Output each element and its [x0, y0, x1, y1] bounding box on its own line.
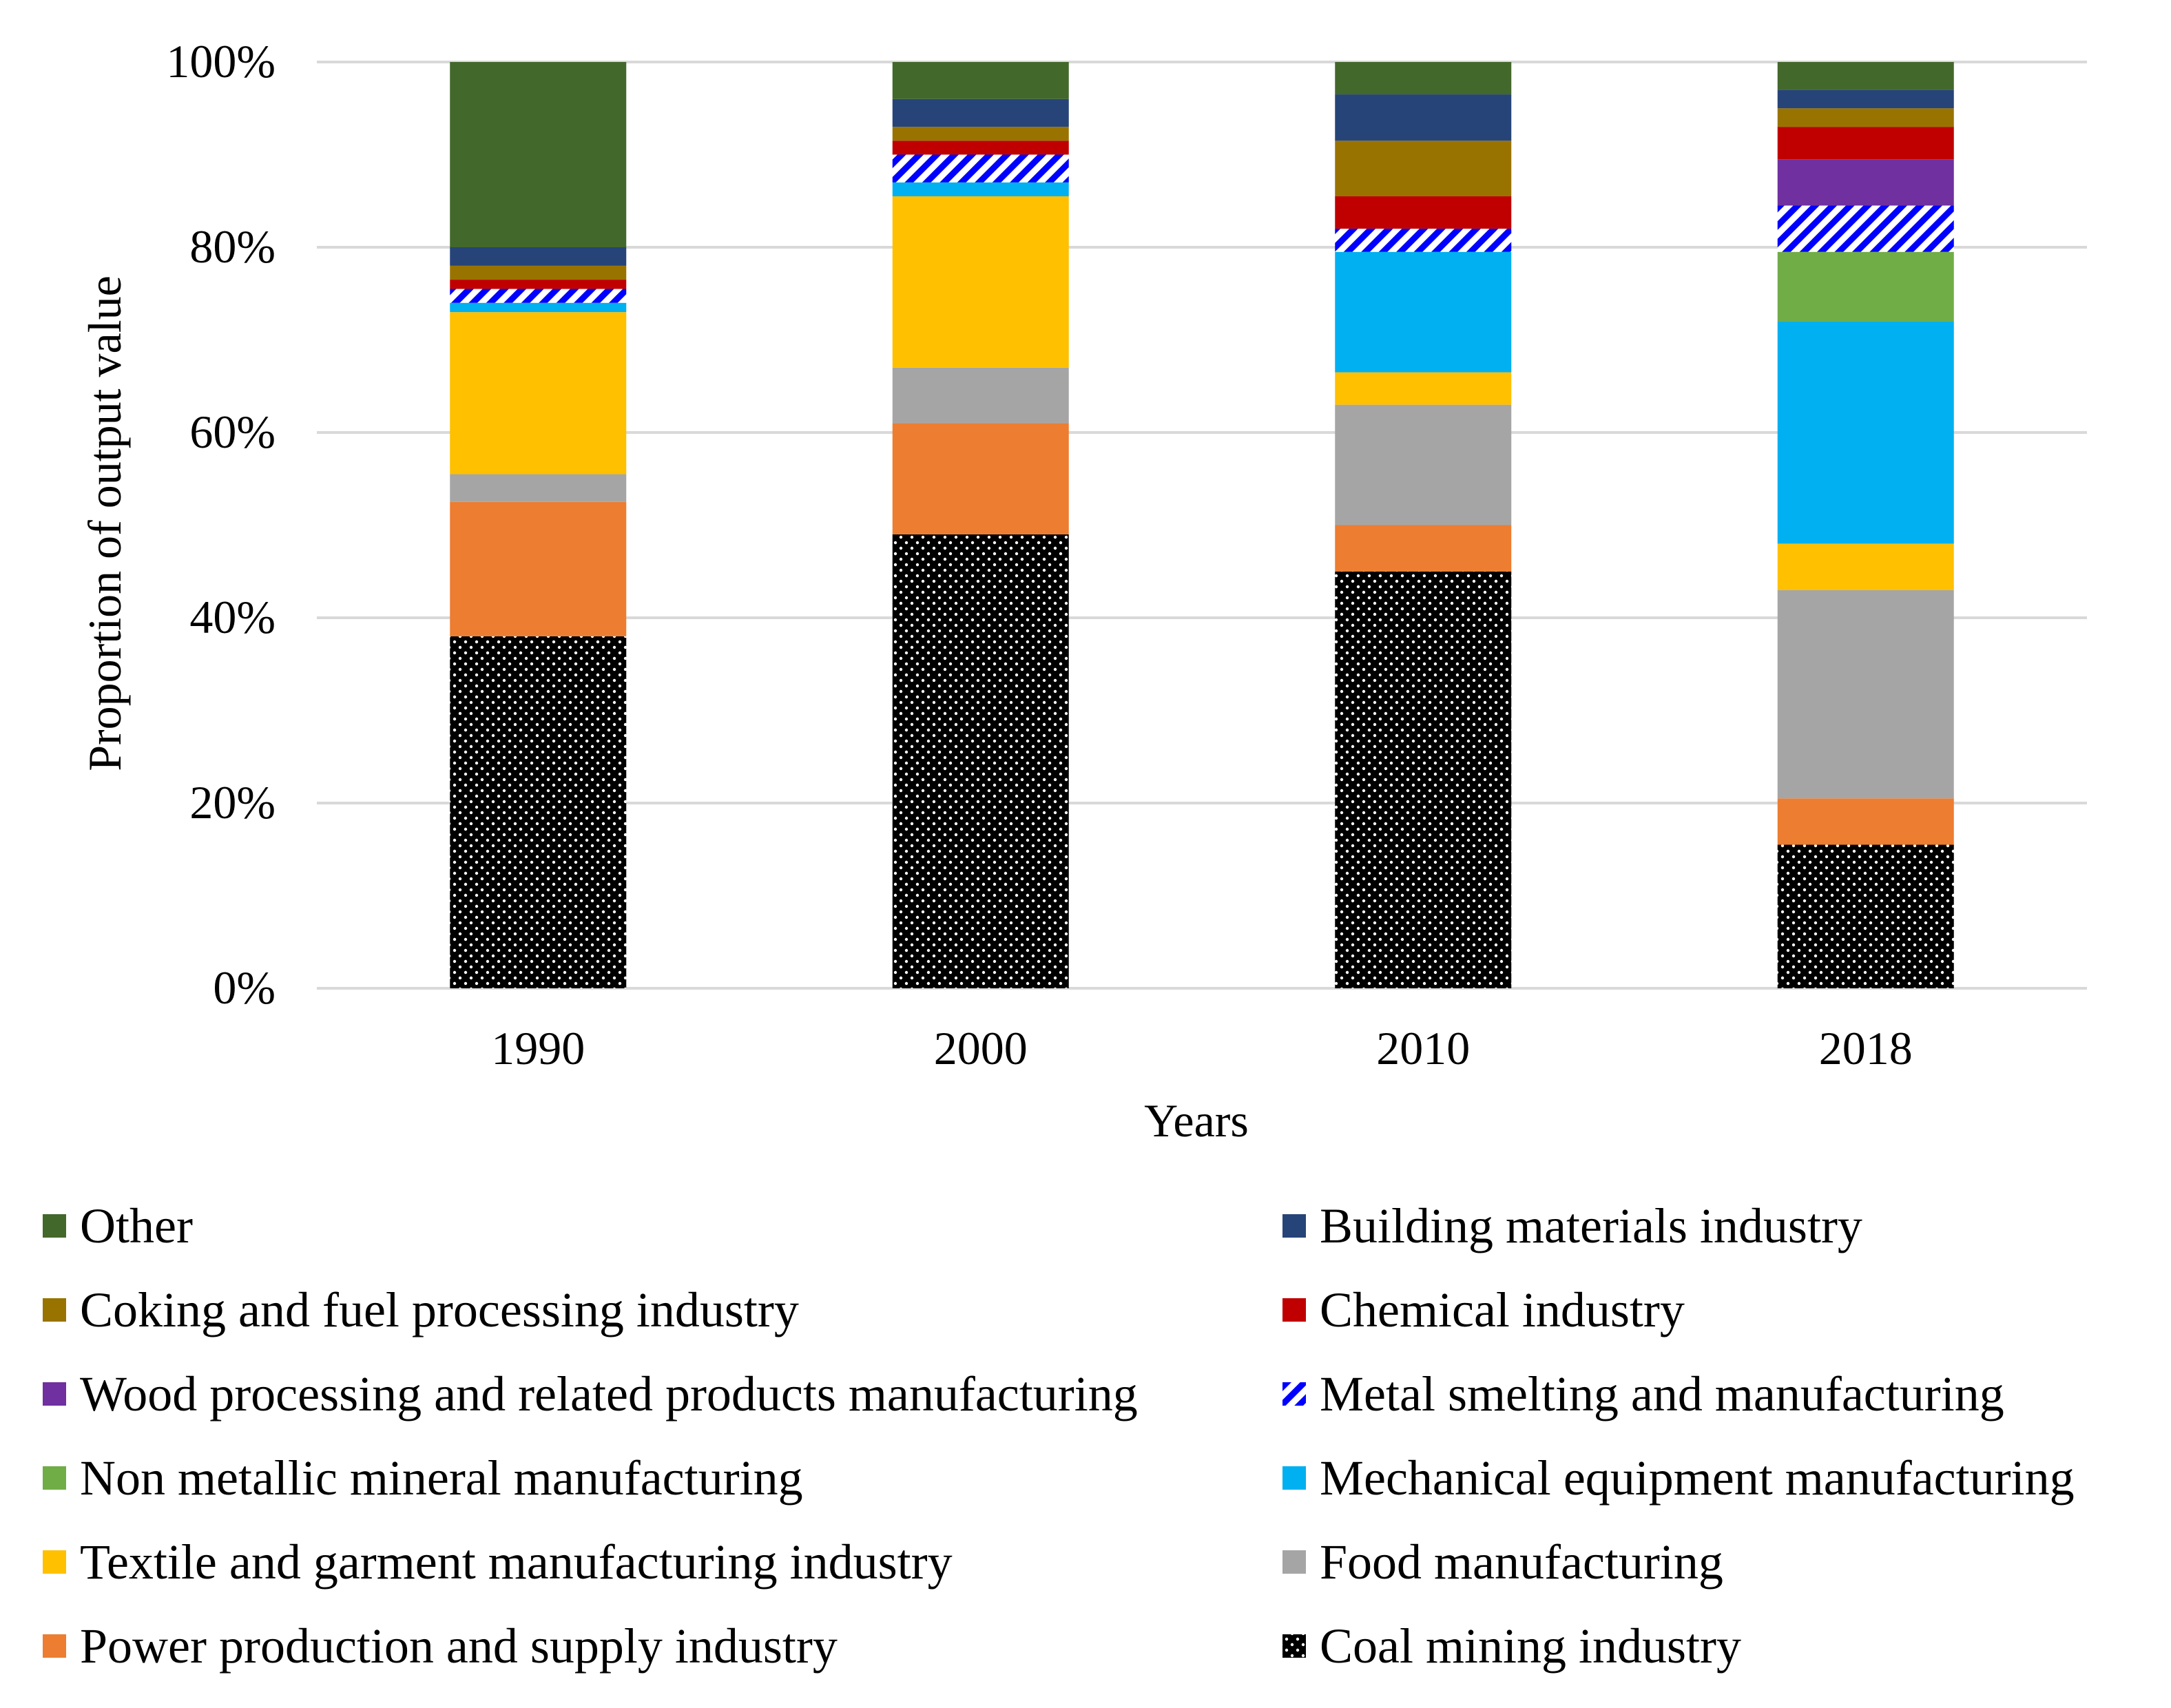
bar-building-2000 — [892, 98, 1069, 127]
bar-metal-2000 — [892, 154, 1069, 183]
bar-nonmetal-2018 — [1777, 251, 1954, 322]
legend-item-power: Power production and supply industry — [43, 1618, 838, 1674]
y-axis-ticks: 0% 20% 40% 60% 80% 100% — [166, 35, 276, 1014]
bar-metal-1990 — [450, 289, 627, 303]
legend-item-wood: Wood processing and related products man… — [43, 1366, 1138, 1421]
legend-swatch — [1282, 1382, 1306, 1406]
bar-mech-2000 — [892, 182, 1069, 197]
y-tick-label: 0% — [213, 961, 276, 1014]
legend-item-textile: Textile and garment manufacturing indust… — [43, 1534, 953, 1590]
bar-power-1990 — [450, 501, 627, 636]
legend-label: Power production and supply industry — [80, 1618, 838, 1674]
legend: Other Building materials industry Coking a… — [43, 1198, 2075, 1674]
legend-item-coal: Coal mining industry — [1282, 1618, 1741, 1674]
bar-chem-1990 — [450, 280, 627, 289]
legend-label: Coking and fuel processing industry — [80, 1282, 799, 1337]
bar-stack-2000 — [892, 62, 1069, 988]
x-axis-title: Years — [1144, 1094, 1249, 1147]
bar-stack-2010 — [1335, 62, 1512, 988]
legend-label: Wood processing and related products man… — [80, 1366, 1138, 1421]
bar-wood-2018 — [1777, 159, 1954, 206]
legend-item-other: Other — [43, 1198, 193, 1253]
legend-swatch — [43, 1214, 66, 1238]
legend-swatch — [43, 1298, 66, 1322]
legend-swatch — [43, 1550, 66, 1574]
bar-stacks — [450, 62, 1954, 988]
legend-label: Building materials industry — [1320, 1198, 1862, 1253]
bar-stack-2018 — [1777, 62, 1954, 988]
bar-chem-2010 — [1335, 196, 1512, 229]
legend-swatch — [1282, 1466, 1306, 1490]
legend-label: Metal smelting and manufacturing — [1320, 1366, 2004, 1421]
bar-food-2000 — [892, 367, 1069, 424]
bar-coking-1990 — [450, 265, 627, 280]
legend-swatch — [43, 1382, 66, 1406]
bar-metal-2010 — [1335, 229, 1512, 252]
legend-swatch — [1282, 1550, 1306, 1574]
bar-other-2018 — [1777, 62, 1954, 90]
bar-coal-1990 — [450, 636, 627, 988]
bar-metal-2018 — [1777, 205, 1954, 252]
bar-other-2010 — [1335, 62, 1512, 95]
legend-swatch — [1282, 1298, 1306, 1322]
bar-power-2018 — [1777, 798, 1954, 845]
bar-coking-2018 — [1777, 108, 1954, 127]
bar-mech-1990 — [450, 302, 627, 313]
bar-mech-2018 — [1777, 321, 1954, 544]
legend-item-nonmetal: Non metallic mineral manufacturing — [43, 1450, 803, 1506]
y-tick-label: 60% — [189, 406, 276, 458]
bar-other-2000 — [892, 62, 1069, 99]
bar-textile-2018 — [1777, 543, 1954, 590]
y-tick-label: 100% — [166, 35, 276, 87]
legend-item-chem: Chemical industry — [1282, 1282, 1685, 1337]
y-axis-title: Proportion of output value — [79, 275, 131, 771]
legend-label: Food manufacturing — [1320, 1534, 1723, 1590]
legend-item-metal: Metal smelting and manufacturing — [1282, 1366, 2004, 1421]
bar-food-2018 — [1777, 590, 1954, 799]
bar-chem-2000 — [892, 140, 1069, 155]
bar-coal-2010 — [1335, 571, 1512, 988]
x-tick-label: 1990 — [491, 1022, 585, 1074]
bar-coking-2010 — [1335, 140, 1512, 197]
legend-label: Other — [80, 1198, 193, 1253]
bar-building-2010 — [1335, 94, 1512, 141]
legend-item-coking: Coking and fuel processing industry — [43, 1282, 799, 1337]
y-tick-label: 20% — [189, 776, 276, 829]
x-tick-label: 2000 — [934, 1022, 1028, 1074]
bar-coal-2018 — [1777, 844, 1954, 988]
x-tick-label: 2010 — [1376, 1022, 1470, 1074]
y-tick-label: 40% — [189, 591, 276, 643]
bar-chem-2018 — [1777, 127, 1954, 160]
bar-mech-2010 — [1335, 251, 1512, 373]
legend-item-building: Building materials industry — [1282, 1198, 1862, 1253]
y-tick-label: 80% — [189, 220, 276, 273]
legend-label: Mechanical equipment manufacturing — [1320, 1450, 2075, 1506]
x-axis-ticks: 1990 2000 2010 2018 — [491, 1022, 1913, 1074]
bar-building-1990 — [450, 247, 627, 266]
legend-swatch — [1282, 1634, 1306, 1658]
bar-coal-2000 — [892, 534, 1069, 988]
legend-label: Chemical industry — [1320, 1282, 1685, 1337]
legend-label: Coal mining industry — [1320, 1618, 1741, 1674]
legend-label: Textile and garment manufacturing indust… — [80, 1534, 953, 1590]
bar-textile-2000 — [892, 196, 1069, 368]
bar-food-2010 — [1335, 404, 1512, 525]
legend-label: Non metallic mineral manufacturing — [80, 1450, 803, 1506]
bar-building-2018 — [1777, 90, 1954, 109]
bar-power-2000 — [892, 423, 1069, 534]
bar-stack-1990 — [450, 62, 627, 988]
bar-power-2010 — [1335, 525, 1512, 572]
legend-swatch — [43, 1634, 66, 1658]
bar-textile-2010 — [1335, 372, 1512, 405]
bar-food-1990 — [450, 474, 627, 502]
legend-swatch — [1282, 1214, 1306, 1238]
bar-other-1990 — [450, 62, 627, 247]
legend-item-food: Food manufacturing — [1282, 1534, 1723, 1590]
x-tick-label: 2018 — [1819, 1022, 1913, 1074]
legend-item-mech: Mechanical equipment manufacturing — [1282, 1450, 2075, 1506]
bar-textile-1990 — [450, 312, 627, 475]
legend-swatch — [43, 1466, 66, 1490]
bar-coking-2000 — [892, 127, 1069, 141]
